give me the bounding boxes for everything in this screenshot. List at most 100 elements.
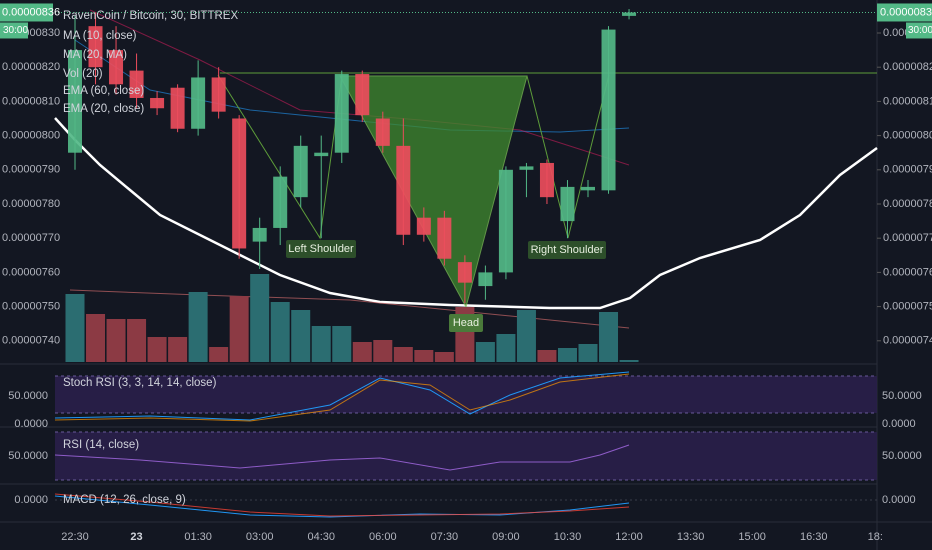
volume-bar <box>106 319 126 362</box>
candle-body <box>68 50 82 153</box>
volume-bar <box>496 334 516 362</box>
panel-tick: 0.0000 <box>882 494 916 506</box>
volume-bar <box>373 340 393 362</box>
rsi-band <box>55 432 877 480</box>
legend-entry: EMA (60, close) <box>63 85 144 97</box>
y-tick-label: 0.00000770 <box>883 232 932 244</box>
rsi-line <box>54 444 630 471</box>
volume-bar <box>557 348 577 362</box>
x-tick-label: 09:00 <box>492 531 520 543</box>
curve <box>54 117 878 310</box>
volume-bar <box>291 310 311 362</box>
candle-body <box>191 77 206 129</box>
candle-body <box>355 74 370 116</box>
last-price-box <box>0 3 53 22</box>
volume-bar <box>209 347 229 362</box>
x-tick-label: 22:30 <box>61 531 89 543</box>
volume-bar <box>250 274 270 362</box>
candle-body <box>437 217 452 259</box>
y-tick-label: 0.00000820 <box>883 61 932 73</box>
volume-bar <box>619 360 639 362</box>
y-tick-label: 0.00000810 <box>2 95 60 107</box>
countdown-box <box>906 22 932 39</box>
annotation: Right Shoulder <box>531 244 604 256</box>
y-tick-label: 0.00000750 <box>883 301 932 313</box>
candle-body <box>622 12 637 16</box>
candle-body <box>170 87 185 129</box>
y-tick-label: 0.00000810 <box>883 95 932 107</box>
panel-tick: 50.0000 <box>882 450 922 462</box>
y-tick-label: 0.00000750 <box>2 301 60 313</box>
annotation-box <box>286 240 356 258</box>
volume-bar <box>332 326 352 362</box>
legend-entry: Vol (20) <box>63 68 103 80</box>
candle-body <box>334 74 349 153</box>
y-tick-label: 0.00000800 <box>883 130 932 142</box>
volume-bar <box>311 326 331 362</box>
candle-body <box>150 97 165 109</box>
candle-body <box>109 50 124 85</box>
y-tick-label: 0.00000790 <box>2 164 60 176</box>
x-tick-label: 03:00 <box>246 531 274 543</box>
stoch-k <box>54 371 630 421</box>
x-tick-label: 04:30 <box>307 531 335 543</box>
y-tick-label: 0.00000780 <box>2 198 60 210</box>
annotation: Left Shoulder <box>288 243 354 255</box>
candle-body <box>416 217 431 235</box>
stoch-d <box>54 373 630 422</box>
volume-bar <box>516 310 536 362</box>
panel-tick: 50.0000 <box>8 450 48 462</box>
candle-body <box>478 272 493 287</box>
volume-bar <box>168 337 188 362</box>
volume-bar <box>599 312 619 362</box>
legend-entry: EMA (20, close) <box>63 103 144 115</box>
chart-title: RavenCoin / Bitcoin, 30, BITTREX <box>63 10 238 22</box>
x-tick-label: 23 <box>130 531 142 543</box>
x-tick-label: 18: <box>868 531 883 543</box>
x-tick-label: 07:30 <box>431 531 459 543</box>
volume-bar <box>578 344 598 362</box>
y-tick-label: 0.00000740 <box>883 335 932 347</box>
volume-bar <box>270 302 290 362</box>
countdown: 30:00 <box>908 25 932 36</box>
volume-bar <box>393 347 413 362</box>
x-tick-label: 12:00 <box>615 531 643 543</box>
panel-title: RSI (14, close) <box>63 439 139 451</box>
y-tick-label: 0.00000800 <box>2 130 60 142</box>
y-tick-label: 0.00000770 <box>2 232 60 244</box>
legend-entry: MA (10, close) <box>63 30 137 42</box>
macd-signal <box>54 493 630 517</box>
x-tick-label: 13:30 <box>677 531 705 543</box>
panel-title: MACD (12, 26, close, 9) <box>63 494 186 506</box>
candle-body <box>88 26 103 68</box>
panel-tick: 0.0000 <box>14 418 48 430</box>
last-price-label: 0.00000836 <box>880 6 932 18</box>
y-tick-label: 0.00000760 <box>883 266 932 278</box>
y-tick-label: 0.00000780 <box>883 198 932 210</box>
annotation: Head <box>453 317 479 329</box>
x-tick-label: 15:00 <box>738 531 766 543</box>
volume-bar <box>65 294 85 362</box>
volume-bar <box>414 350 434 362</box>
left-shoulder-pattern <box>217 74 343 240</box>
y-tick-label: 0.00000790 <box>883 164 932 176</box>
candle-body <box>211 77 226 112</box>
volume-bar <box>434 352 454 362</box>
volume-bar <box>147 337 167 362</box>
volume-bar <box>229 296 249 362</box>
candle-body <box>273 176 288 228</box>
candle-body <box>498 169 513 273</box>
countdown-box <box>0 22 28 39</box>
candle-body <box>560 186 575 222</box>
ma-line <box>74 39 630 133</box>
panel-tick: 50.0000 <box>8 390 48 402</box>
volume-bar <box>127 319 147 362</box>
candle-body <box>375 118 390 146</box>
right-shoulder-pattern <box>526 74 610 239</box>
annotation-box <box>528 241 606 259</box>
volume-bar <box>188 292 208 362</box>
panel-title: Stoch RSI (3, 3, 14, 14, close) <box>63 377 217 389</box>
x-tick-label: 10:30 <box>554 531 582 543</box>
candle-body <box>293 145 308 198</box>
